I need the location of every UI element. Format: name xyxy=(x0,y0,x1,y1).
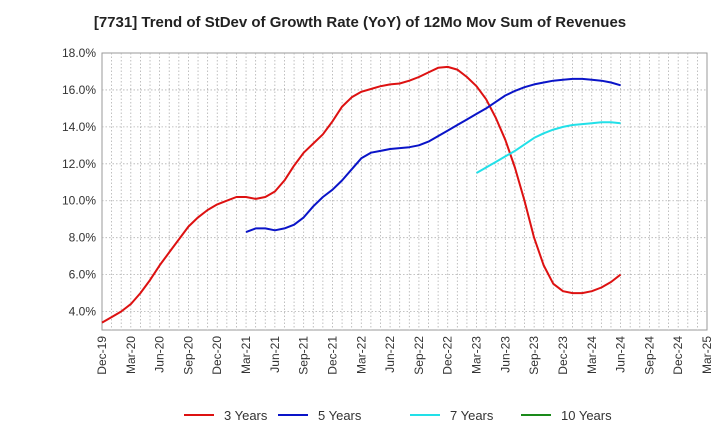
series-line-7-years xyxy=(476,121,621,174)
x-tick-label: Dec-20 xyxy=(210,336,224,375)
x-tick-label: Dec-19 xyxy=(95,336,109,375)
legend-label: 3 Years xyxy=(224,408,268,423)
y-tick-label: 10.0% xyxy=(62,194,96,208)
legend: 3 Years 5 Years 7 Years 10 Years xyxy=(184,408,612,423)
y-tick-label: 18.0% xyxy=(62,46,96,60)
legend-label: 7 Years xyxy=(450,408,494,423)
x-tick-label: Mar-23 xyxy=(470,336,484,374)
x-tick-label: Dec-23 xyxy=(556,336,570,375)
series-line-5-years xyxy=(245,77,621,234)
y-tick-label: 12.0% xyxy=(62,157,96,171)
chart-title: [7731] Trend of StDev of Growth Rate (Yo… xyxy=(93,14,627,31)
y-tick-label: 16.0% xyxy=(62,83,96,97)
x-tick-label: Sep-22 xyxy=(412,336,426,375)
axis-layer: 4.0% 6.0% 8.0% 10.0% 12.0% 14.0% 16.0% 18.0% Dec… xyxy=(62,46,714,375)
x-tick-label: Mar-22 xyxy=(354,336,368,374)
plot-area xyxy=(101,52,708,331)
y-tick-label: 14.0% xyxy=(62,120,96,134)
x-tick-label: Sep-23 xyxy=(527,336,541,375)
x-tick-label: Sep-20 xyxy=(181,336,195,375)
x-tick-label: Dec-22 xyxy=(441,336,455,375)
x-tick-label: Dec-21 xyxy=(325,336,339,375)
x-tick-label: Jun-23 xyxy=(498,336,512,373)
x-tick-label: Sep-24 xyxy=(642,336,656,375)
x-tick-label: Mar-21 xyxy=(239,336,253,374)
series-layer xyxy=(101,65,622,324)
y-tick-label: 8.0% xyxy=(69,231,97,245)
y-tick-label: 4.0% xyxy=(69,305,97,319)
grid-layer xyxy=(101,52,708,331)
legend-label: 10 Years xyxy=(561,408,612,423)
x-tick-label: Mar-20 xyxy=(124,336,138,374)
x-tick-label: Mar-24 xyxy=(585,336,599,374)
x-tick-label: Sep-21 xyxy=(297,336,311,375)
legend-label: 5 Years xyxy=(318,408,362,423)
x-tick-label: Dec-24 xyxy=(671,336,685,375)
y-tick-label: 6.0% xyxy=(69,268,97,282)
x-tick-label: Mar-25 xyxy=(700,336,714,374)
series-line-3-years xyxy=(101,65,622,324)
x-tick-label: Jun-21 xyxy=(268,336,282,373)
x-tick-label: Jun-22 xyxy=(383,336,397,373)
x-tick-label: Jun-20 xyxy=(153,336,167,373)
x-tick-label: Jun-24 xyxy=(614,336,628,373)
